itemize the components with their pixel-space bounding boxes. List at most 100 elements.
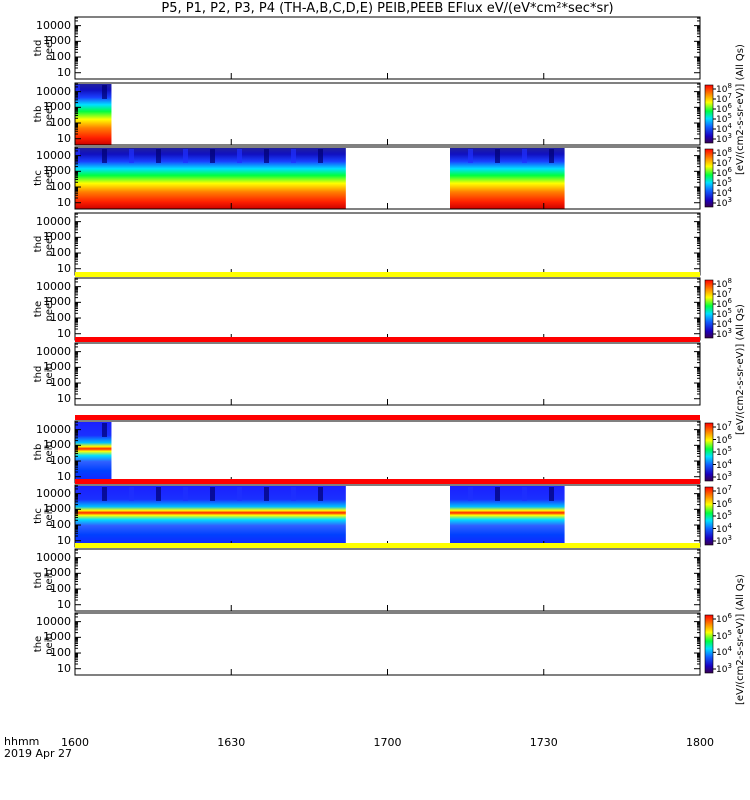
spectrogram-texture <box>549 487 554 501</box>
y-tick-label: 10000 <box>36 344 71 358</box>
colorbar-tick-label: 107 <box>716 287 732 300</box>
panel-probe-label: thd <box>33 365 44 383</box>
panel-probe-label: thd <box>33 571 44 589</box>
colorbar-tick-label: 104 <box>716 521 732 535</box>
y-tick-label: 1000 <box>43 360 71 374</box>
y-tick-label: 10 <box>57 469 71 483</box>
panel-ylabel: thc peib <box>33 491 57 541</box>
spectrogram-block <box>450 486 565 547</box>
x-tick-label: 1800 <box>686 736 714 749</box>
y-tick-label: 10 <box>57 597 71 611</box>
y-tick-label: 10000 <box>36 18 71 32</box>
panel-frame <box>74 548 701 612</box>
y-tick-label: 100 <box>50 582 71 596</box>
spectrogram-texture <box>495 149 500 163</box>
colorbar <box>704 84 714 144</box>
spectrogram-texture <box>102 487 107 501</box>
y-tick-label: 10 <box>57 261 71 275</box>
colorbar-units-label: [eV/(cm2-s-sr-eV)] (All Qs) <box>735 44 746 175</box>
y-tick-label: 10000 <box>36 148 71 162</box>
y-tick-label: 100 <box>50 518 71 532</box>
colorbar-tick-label: 108 <box>716 277 732 290</box>
panel-probe-label: thd <box>33 39 44 57</box>
panel-probe-label: thd <box>33 235 44 253</box>
y-tick-label: 1000 <box>43 438 71 452</box>
colorbar-tick-label: 107 <box>716 92 732 105</box>
spectrogram-texture <box>102 85 107 99</box>
colorbar-tick-label: 106 <box>716 432 732 446</box>
colorbar-tick-label: 103 <box>716 196 732 209</box>
colorbar-tick-label: 104 <box>716 457 732 471</box>
spectrogram-texture <box>468 487 473 501</box>
quality-flag-bar <box>75 337 700 342</box>
panel-frame <box>74 420 701 484</box>
panel-thd_peeb <box>74 16 701 80</box>
colorbar-tick-label: 105 <box>716 445 732 458</box>
colorbar-tick-label: 105 <box>716 112 732 125</box>
panel-ylabel: thb peeb <box>33 89 57 139</box>
panel-product-label: peib <box>44 569 55 591</box>
panel-product-label: peib <box>44 505 55 527</box>
chart-title: P5, P1, P2, P3, P4 (TH-A,B,C,D,E) PEIB,P… <box>161 1 614 16</box>
y-tick-label: 10000 <box>36 214 71 228</box>
colorbar-tick-label: 106 <box>716 102 732 115</box>
panel-thd_peeb_2 <box>74 212 701 276</box>
spectrogram-block <box>450 148 565 209</box>
colorbar-tick-label: 106 <box>716 612 732 625</box>
y-tick-label: 100 <box>50 454 71 468</box>
y-tick-label: 1000 <box>43 230 71 244</box>
colorbar-tick-label: 107 <box>716 484 732 497</box>
colorbar-tick-label: 105 <box>716 628 732 642</box>
panel-probe-label: thc <box>33 508 44 524</box>
spectrogram-texture <box>318 487 323 501</box>
panel-product-label: peib <box>44 441 55 463</box>
y-tick-label: 100 <box>50 50 71 64</box>
y-tick-label: 10 <box>57 65 71 79</box>
y-tick-label: 10 <box>57 661 71 675</box>
panel-frame <box>74 212 701 276</box>
panel-frame <box>74 277 701 341</box>
colorbar <box>704 279 714 339</box>
spectrogram-texture <box>156 149 161 163</box>
y-tick-label: 10000 <box>36 614 71 628</box>
colorbar-tick-label: 104 <box>716 645 732 659</box>
colorbar-tick-label: 106 <box>716 166 732 179</box>
panel-ylabel: the peib <box>33 619 57 669</box>
spectrogram-texture <box>210 487 215 501</box>
spectrogram-texture <box>549 149 554 163</box>
panel-the_peeb <box>74 272 716 341</box>
panel-ylabel: thd peib <box>33 555 57 605</box>
y-tick-label: 100 <box>50 246 71 260</box>
panel-ylabel: thd peeb <box>33 23 57 73</box>
spectrogram-texture <box>129 149 134 163</box>
colorbar-tick-label: 103 <box>716 327 732 340</box>
time-axis-date: 2019 Apr 27 <box>4 747 73 760</box>
colorbar-tick-label: 103 <box>716 470 732 483</box>
spectrogram-texture <box>183 487 188 501</box>
panel-ylabel: thb peib <box>33 427 57 477</box>
colorbar <box>704 422 714 482</box>
panel-the_peib <box>74 612 716 676</box>
spectrogram-texture <box>237 149 242 163</box>
y-tick-label: 10 <box>57 533 71 547</box>
time-axis-caption: hhmm 2019 Apr 27 <box>4 736 72 760</box>
colorbar-tick-label: 108 <box>716 82 732 95</box>
panel-frame <box>74 612 701 676</box>
x-tick-label: 1600 <box>61 736 89 749</box>
panel-frame <box>74 82 701 146</box>
panel-probe-label: thb <box>33 443 44 461</box>
colorbar-tick-label: 103 <box>716 662 732 675</box>
y-tick-label: 10 <box>57 326 71 340</box>
panel-product-label: peeb <box>44 35 55 61</box>
panel-product-label: peeb <box>44 231 55 257</box>
colorbar-tick-label: 105 <box>716 509 732 522</box>
panel-ylabel: thc peeb <box>33 153 57 203</box>
panel-thd_peib <box>74 337 701 406</box>
colorbar-tick-label: 105 <box>716 176 732 189</box>
y-tick-label: 1000 <box>43 34 71 48</box>
y-tick-label: 1000 <box>43 630 71 644</box>
spectrogram-texture <box>291 149 296 163</box>
spectrogram-texture <box>522 149 527 163</box>
spectrogram-texture <box>264 149 269 163</box>
y-tick-label: 100 <box>50 116 71 130</box>
